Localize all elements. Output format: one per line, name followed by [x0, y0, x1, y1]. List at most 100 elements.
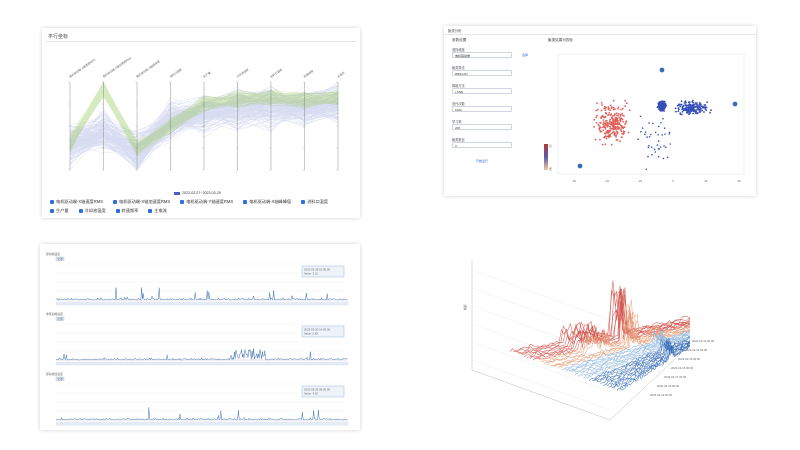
scatter-point	[610, 143, 613, 146]
scatter-point	[657, 155, 660, 158]
form-input[interactable]: 200	[452, 124, 512, 130]
scatter-point	[610, 122, 613, 124]
scatter-point	[663, 127, 666, 129]
checkbox-checked-icon[interactable]	[243, 200, 248, 204]
surface-3d-chart[interactable]: 幅值 2023-03-13 00:00 2023-03-14 00:00 2023-0…	[450, 250, 750, 450]
scatter-points	[593, 99, 712, 171]
surface-row-line	[523, 289, 691, 358]
scatter-point	[683, 102, 686, 104]
form-input[interactable]: 1000	[452, 106, 512, 112]
scatter-point	[616, 117, 619, 120]
checkbox-checked-icon[interactable]	[148, 209, 153, 213]
scatter-point	[593, 118, 596, 121]
surface-row-line	[608, 344, 691, 388]
scatter-point	[617, 107, 619, 110]
scatter-point	[597, 108, 599, 111]
scatter-point	[680, 100, 683, 103]
axis-checkbox[interactable]: 电机驱动端-X轴速度RMS	[50, 199, 103, 205]
surface-row-line	[619, 344, 691, 391]
scatter-point	[606, 122, 609, 124]
scatter-point	[621, 136, 623, 139]
axis-checkbox[interactable]: 电机驱动端-Y轴速度RMS	[180, 199, 233, 205]
cluster-scatter-plot[interactable]: 高低 -60 -40 -20 0 20 40	[544, 44, 752, 194]
scatter-point	[710, 109, 712, 111]
run-button[interactable]: 开始运行	[475, 159, 488, 163]
checkbox-label: 冷却液温度	[84, 208, 106, 213]
axis-checkbox[interactable]: 电机驱动端-X轴峰峰值	[243, 199, 291, 205]
scatter-point	[624, 123, 626, 125]
checkbox-checked-icon[interactable]	[78, 209, 83, 213]
range-slider	[55, 421, 349, 426]
scatter-point	[650, 146, 653, 148]
scatter-point	[622, 114, 624, 117]
checkbox-checked-icon[interactable]	[301, 200, 306, 204]
checkbox-checked-icon[interactable]	[115, 209, 120, 213]
timeseries-panel: 驱动端速度 全部 2023-03-18 10:00:00 Value: 3.21 非驱动…	[40, 244, 360, 430]
checkbox-label: 电机驱动端-X轴加速度RMS	[119, 199, 171, 204]
scatter-point	[596, 114, 598, 117]
surface-row-line	[509, 280, 691, 352]
scatter-point	[604, 120, 607, 122]
scatter-point	[618, 122, 621, 124]
scatter-point	[609, 125, 611, 128]
scatter-point	[610, 116, 613, 119]
checkbox-label: 电机驱动端-X轴峰峰值	[249, 199, 292, 204]
surface-row-line	[540, 304, 691, 363]
form-input[interactable]: t-SNE	[452, 88, 512, 94]
scatter-point	[612, 108, 615, 111]
scatter-point	[601, 143, 604, 146]
scatter-point	[661, 134, 663, 136]
select-button[interactable]: 选择	[521, 53, 528, 57]
surface-row-line	[591, 340, 691, 381]
scatter-point	[644, 133, 646, 136]
legend-swatch[interactable]	[174, 191, 180, 195]
axis-checkbox[interactable]: 进料口温度	[301, 199, 328, 205]
checkbox-label: 生产量	[56, 208, 69, 213]
scatter-point	[660, 122, 662, 124]
scatter-point	[687, 107, 690, 109]
form-input[interactable]: 电机驱动端	[452, 52, 512, 58]
axis-label: 电机驱动端-X轴加速度RMS	[102, 56, 132, 79]
scatter-point	[662, 101, 665, 103]
axis-checkbox[interactable]: 生产量	[50, 208, 69, 214]
checkbox-checked-icon[interactable]	[50, 209, 54, 213]
scatter-point	[616, 132, 619, 135]
scatter-point	[665, 146, 667, 148]
scatter-point	[608, 122, 610, 125]
scatter-point	[606, 129, 609, 132]
scatter-point	[644, 131, 647, 133]
scatter-point	[648, 122, 650, 124]
scatter-point	[595, 109, 598, 112]
x-axis	[609, 344, 691, 421]
scatter-point	[609, 129, 612, 132]
surface-row-line	[552, 311, 691, 367]
axis-label: 进料口温度	[169, 67, 183, 78]
axis-checkbox[interactable]: 主电流	[148, 208, 167, 214]
range-button	[55, 256, 65, 261]
axis-checkbox[interactable]: 冷却液温度	[78, 208, 106, 214]
checkbox-checked-icon[interactable]	[50, 200, 54, 204]
form-input[interactable]: DBSCAN	[452, 70, 512, 76]
scatter-point	[654, 131, 657, 134]
scatter-point	[625, 102, 628, 105]
form-label: 降维方法	[452, 84, 465, 88]
x-tick-label: -40	[605, 179, 609, 183]
axis-checkbox[interactable]: 电机驱动端-X轴加速度RMS	[113, 199, 170, 205]
scatter-point	[656, 144, 659, 146]
checkbox-checked-icon[interactable]	[113, 200, 117, 204]
axis-checkbox[interactable]: 转速频率	[115, 208, 138, 214]
scatter-point	[616, 112, 618, 115]
form-input[interactable]: 3	[452, 142, 512, 148]
checkbox-checked-icon[interactable]	[180, 200, 185, 204]
scatter-point	[651, 154, 653, 156]
scatter-point	[608, 120, 611, 123]
axis-label: 电机驱动端-X轴峰峰值	[135, 59, 160, 78]
gridline	[471, 269, 611, 321]
parallel-coordinates-chart[interactable]: 电机驱动端-X轴速度RMS 电机驱动端-X轴加速度RMS 电机驱动端-X轴峰峰值 进料…	[42, 42, 360, 192]
scatter-point	[662, 117, 664, 120]
scatter-point	[660, 100, 663, 103]
scatter-point	[703, 106, 706, 108]
scatter-point	[609, 109, 612, 112]
scatter-point	[616, 139, 619, 141]
